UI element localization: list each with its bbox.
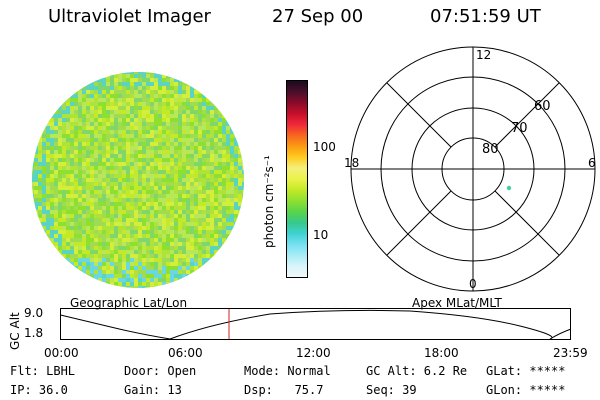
timeline-ytick-high: 9.0 xyxy=(24,306,44,320)
polar-diag-1 xyxy=(386,82,452,148)
altitude-curve xyxy=(60,309,572,340)
polar-grid-plot: 12 18 6 0 80 70 60 xyxy=(344,46,596,292)
timeline-xtick-2359: 23:59 xyxy=(553,346,588,360)
time-label: 07:51:59 UT xyxy=(430,6,541,27)
lat-label-60: 60 xyxy=(534,99,551,114)
status-glat: GLat: ***** xyxy=(486,364,566,378)
timeline-axis-label: GC Alt xyxy=(8,312,22,350)
mlt-label-bottom: 0 xyxy=(469,277,477,291)
status-gc-alt: GC Alt: 6.2 Re xyxy=(366,364,468,378)
status-dsp: Dsp: 75.7 xyxy=(244,383,324,397)
status-glon: GLon: ***** xyxy=(486,383,566,397)
status-seq: Seq: 39 xyxy=(366,383,417,397)
lat-label-80: 80 xyxy=(482,142,499,157)
color-bar xyxy=(286,80,308,278)
colorbar-tick-10: 10 xyxy=(313,228,329,242)
colorbar-tick-100: 100 xyxy=(313,140,336,154)
status-filter: Flt: LBHL xyxy=(10,364,76,378)
status-door: Door: Open xyxy=(124,364,197,378)
date-label: 27 Sep 00 xyxy=(272,6,364,27)
status-mode: Mode: Normal xyxy=(244,364,331,378)
timeline-left-label: Geographic Lat/Lon xyxy=(70,296,188,310)
uv-image-pixels xyxy=(32,72,244,288)
status-gain: Gain: 13 xyxy=(124,383,182,397)
instrument-title: Ultraviolet Imager xyxy=(48,6,211,27)
timeline-ytick-low: 1.8 xyxy=(24,326,44,340)
timeline-right-label: Apex MLat/MLT xyxy=(412,296,502,310)
uv-image-disk xyxy=(32,72,244,288)
colorbar-unit-label: photon cm⁻²s⁻¹ xyxy=(262,155,276,248)
timeline-xtick-0600: 06:00 xyxy=(168,346,203,360)
polar-diag-2 xyxy=(494,190,560,256)
polar-diag-4 xyxy=(386,190,452,256)
status-ip: IP: 36.0 xyxy=(10,383,68,397)
satellite-position-point xyxy=(506,185,512,191)
timeline-xtick-1800: 18:00 xyxy=(424,346,459,360)
mlt-label-top: 12 xyxy=(476,48,491,62)
timeline-frame xyxy=(60,308,571,340)
altitude-timeline-plot xyxy=(60,308,572,340)
timeline-xtick-1200: 12:00 xyxy=(296,346,331,360)
mlt-label-left: 18 xyxy=(344,156,359,170)
polar-diag-3 xyxy=(494,82,560,148)
lat-label-70: 70 xyxy=(511,121,528,136)
mlt-label-right: 6 xyxy=(588,156,596,170)
timeline-xtick-0000: 00:00 xyxy=(44,346,79,360)
